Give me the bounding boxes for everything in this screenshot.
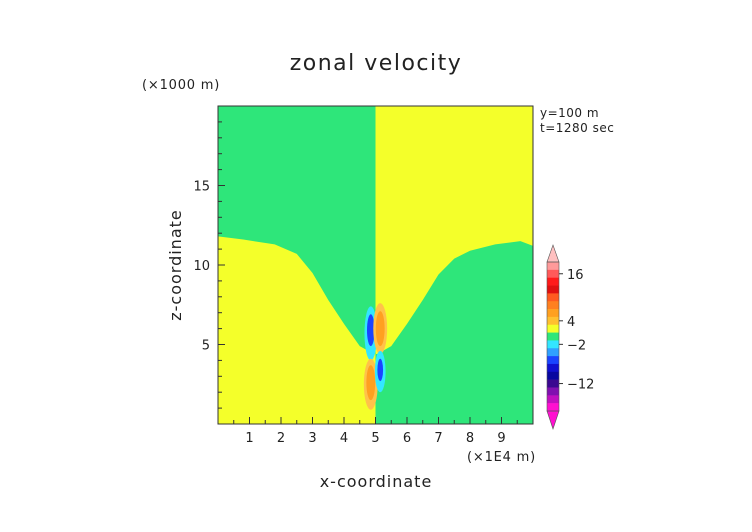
colorbar-level (547, 309, 559, 318)
colorbar-bottom-arrow (546, 410, 560, 430)
colorbar-level (547, 395, 559, 404)
annotation-t: t=1280 sec (540, 121, 614, 135)
colorbar-level (547, 356, 559, 365)
y-axis: 5 10 15 (193, 121, 225, 409)
colorbar-level (547, 379, 559, 388)
colorbar-level (547, 285, 559, 294)
colorbar: 16 4 −2 −12 (546, 244, 594, 430)
velocity-cell-orange (366, 365, 376, 401)
region-lower-left (218, 236, 376, 424)
colorbar-tick-label: −12 (567, 378, 594, 393)
y-tick-label: 15 (193, 180, 210, 195)
y-axis-label: z-coordinate (166, 209, 185, 321)
plot-area (217, 105, 534, 425)
x-tick-label: 5 (371, 431, 379, 446)
colorbar-tick-label: −2 (567, 338, 586, 353)
colorbar-tick-label: 16 (567, 268, 584, 283)
colorbar-level (547, 371, 559, 380)
colorbar-tick-label: 4 (567, 315, 575, 330)
colorbar-level (547, 403, 559, 412)
colorbar-top-arrow (546, 244, 560, 263)
colorbar-level (547, 293, 559, 302)
colorbar-level (547, 363, 559, 373)
colorbar-level (547, 348, 559, 357)
velocity-cell-blue (366, 314, 375, 347)
x-tick-label: 6 (403, 431, 411, 446)
velocity-cell-blue (377, 358, 384, 382)
x-scale-label: (×1E4 m) (467, 450, 536, 465)
colorbar-level (547, 316, 559, 326)
x-tick-label: 9 (497, 431, 505, 446)
colorbar-level (547, 387, 559, 396)
x-tick-label: 8 (466, 431, 474, 446)
x-tick-label: 3 (308, 431, 316, 446)
colorbar-level (547, 324, 559, 333)
x-axis-label: x-coordinate (320, 472, 433, 491)
colorbar-level (547, 262, 559, 271)
chart-title: zonal velocity (290, 51, 463, 76)
colorbar-level (547, 301, 559, 310)
x-tick-label: 1 (245, 431, 253, 446)
x-tick-label: 7 (434, 431, 442, 446)
y-tick-label: 10 (193, 259, 210, 274)
x-axis: 1 2 3 4 5 6 7 8 9 (233, 417, 518, 446)
annotation-y: y=100 m (540, 106, 599, 120)
x-tick-label: 4 (340, 431, 348, 446)
x-tick-label: 2 (277, 431, 285, 446)
region-lower-right (375, 241, 533, 424)
colorbar-frame (546, 261, 560, 412)
y-tick-label: 5 (202, 339, 210, 354)
colorbar-level (547, 269, 559, 278)
y-scale-label: (×1000 m) (142, 78, 220, 93)
colorbar-level (547, 277, 559, 286)
colorbar-level (547, 340, 559, 349)
colorbar-level (547, 332, 559, 341)
velocity-cell-orange (375, 311, 385, 347)
